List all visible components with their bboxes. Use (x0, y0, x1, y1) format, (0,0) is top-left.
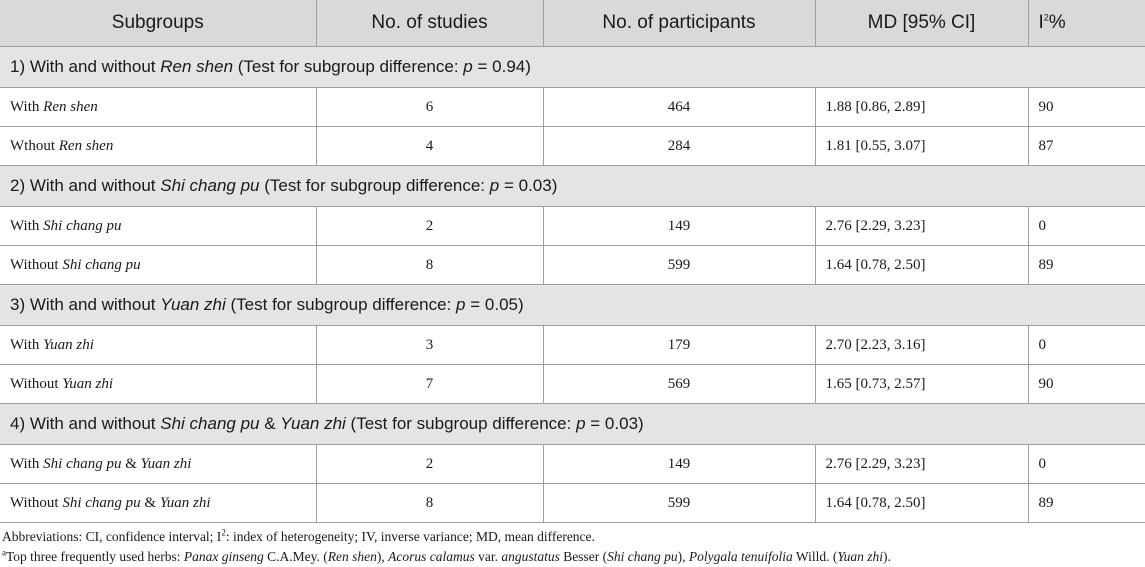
participants-cell: 569 (543, 364, 816, 404)
i2-cell: 87 (1028, 126, 1145, 166)
table-row: With Yuan zhi 3 179 2.70 [2.23, 3.16] 0 (0, 325, 1145, 365)
i2-cell: 0 (1028, 325, 1145, 365)
subgroup-cell: Wthout Ren shen (0, 126, 317, 166)
table-row: Without Shi chang pu 8 599 1.64 [0.78, 2… (0, 245, 1145, 285)
md-cell: 2.76 [2.29, 3.23] (815, 444, 1029, 484)
subgroup-cell: Without Shi chang pu & Yuan zhi (0, 483, 317, 523)
group-row-3: 3) With and without Yuan zhi (Test for s… (0, 284, 1145, 326)
md-cell: 1.88 [0.86, 2.89] (815, 87, 1029, 127)
subgroup-cell: With Shi chang pu & Yuan zhi (0, 444, 317, 484)
i2-cell: 0 (1028, 444, 1145, 484)
subgroup-cell: Without Yuan zhi (0, 364, 317, 404)
subgroup-table: Subgroups No. of studies No. of particip… (0, 0, 1145, 523)
studies-cell: 3 (316, 325, 544, 365)
table-row: Wthout Ren shen 4 284 1.81 [0.55, 3.07] … (0, 126, 1145, 166)
md-cell: 2.76 [2.29, 3.23] (815, 206, 1029, 246)
participants-cell: 149 (543, 444, 816, 484)
table-row: Without Shi chang pu & Yuan zhi 8 599 1.… (0, 483, 1145, 523)
table-row: With Shi chang pu 2 149 2.76 [2.29, 3.23… (0, 206, 1145, 246)
i2-cell: 90 (1028, 364, 1145, 404)
md-cell: 1.64 [0.78, 2.50] (815, 483, 1029, 523)
header-studies: No. of studies (316, 0, 544, 47)
participants-cell: 599 (543, 483, 816, 523)
participants-cell: 179 (543, 325, 816, 365)
table-row: Without Yuan zhi 7 569 1.65 [0.73, 2.57]… (0, 364, 1145, 404)
herbs-footnote: aTop three frequently used herbs: Panax … (2, 547, 891, 564)
participants-cell: 599 (543, 245, 816, 285)
md-cell: 1.64 [0.78, 2.50] (815, 245, 1029, 285)
md-cell: 1.65 [0.73, 2.57] (815, 364, 1029, 404)
studies-cell: 8 (316, 483, 544, 523)
group-row-1: 1) With and without Ren shen (Test for s… (0, 46, 1145, 88)
group-title-2: 2) With and without Shi chang pu (Test f… (0, 165, 1145, 207)
group-title-3: 3) With and without Yuan zhi (Test for s… (0, 284, 1145, 326)
group-row-4: 4) With and without Shi chang pu & Yuan … (0, 403, 1145, 445)
studies-cell: 2 (316, 206, 544, 246)
group-title-4: 4) With and without Shi chang pu & Yuan … (0, 403, 1145, 445)
studies-cell: 4 (316, 126, 544, 166)
subgroup-cell: Without Shi chang pu (0, 245, 317, 285)
studies-cell: 7 (316, 364, 544, 404)
i2-cell: 89 (1028, 483, 1145, 523)
i2-cell: 89 (1028, 245, 1145, 285)
group-row-2: 2) With and without Shi chang pu (Test f… (0, 165, 1145, 207)
i2-cell: 90 (1028, 87, 1145, 127)
participants-cell: 284 (543, 126, 816, 166)
abbreviations-footnote: Abbreviations: CI, confidence interval; … (2, 527, 595, 544)
subgroup-cell: With Yuan zhi (0, 325, 317, 365)
header-i2: I2% (1028, 0, 1145, 47)
studies-cell: 2 (316, 444, 544, 484)
table-row: With Shi chang pu & Yuan zhi 2 149 2.76 … (0, 444, 1145, 484)
subgroup-cell: With Ren shen (0, 87, 317, 127)
md-cell: 2.70 [2.23, 3.16] (815, 325, 1029, 365)
header-row: Subgroups No. of studies No. of particip… (0, 0, 1145, 47)
md-cell: 1.81 [0.55, 3.07] (815, 126, 1029, 166)
studies-cell: 6 (316, 87, 544, 127)
table-row: With Ren shen 6 464 1.88 [0.86, 2.89] 90 (0, 87, 1145, 127)
group-title-1: 1) With and without Ren shen (Test for s… (0, 46, 1145, 88)
i2-cell: 0 (1028, 206, 1145, 246)
header-participants: No. of participants (543, 0, 816, 47)
studies-cell: 8 (316, 245, 544, 285)
participants-cell: 149 (543, 206, 816, 246)
header-subgroups: Subgroups (0, 0, 317, 47)
participants-cell: 464 (543, 87, 816, 127)
header-md: MD [95% CI] (815, 0, 1029, 47)
subgroup-cell: With Shi chang pu (0, 206, 317, 246)
